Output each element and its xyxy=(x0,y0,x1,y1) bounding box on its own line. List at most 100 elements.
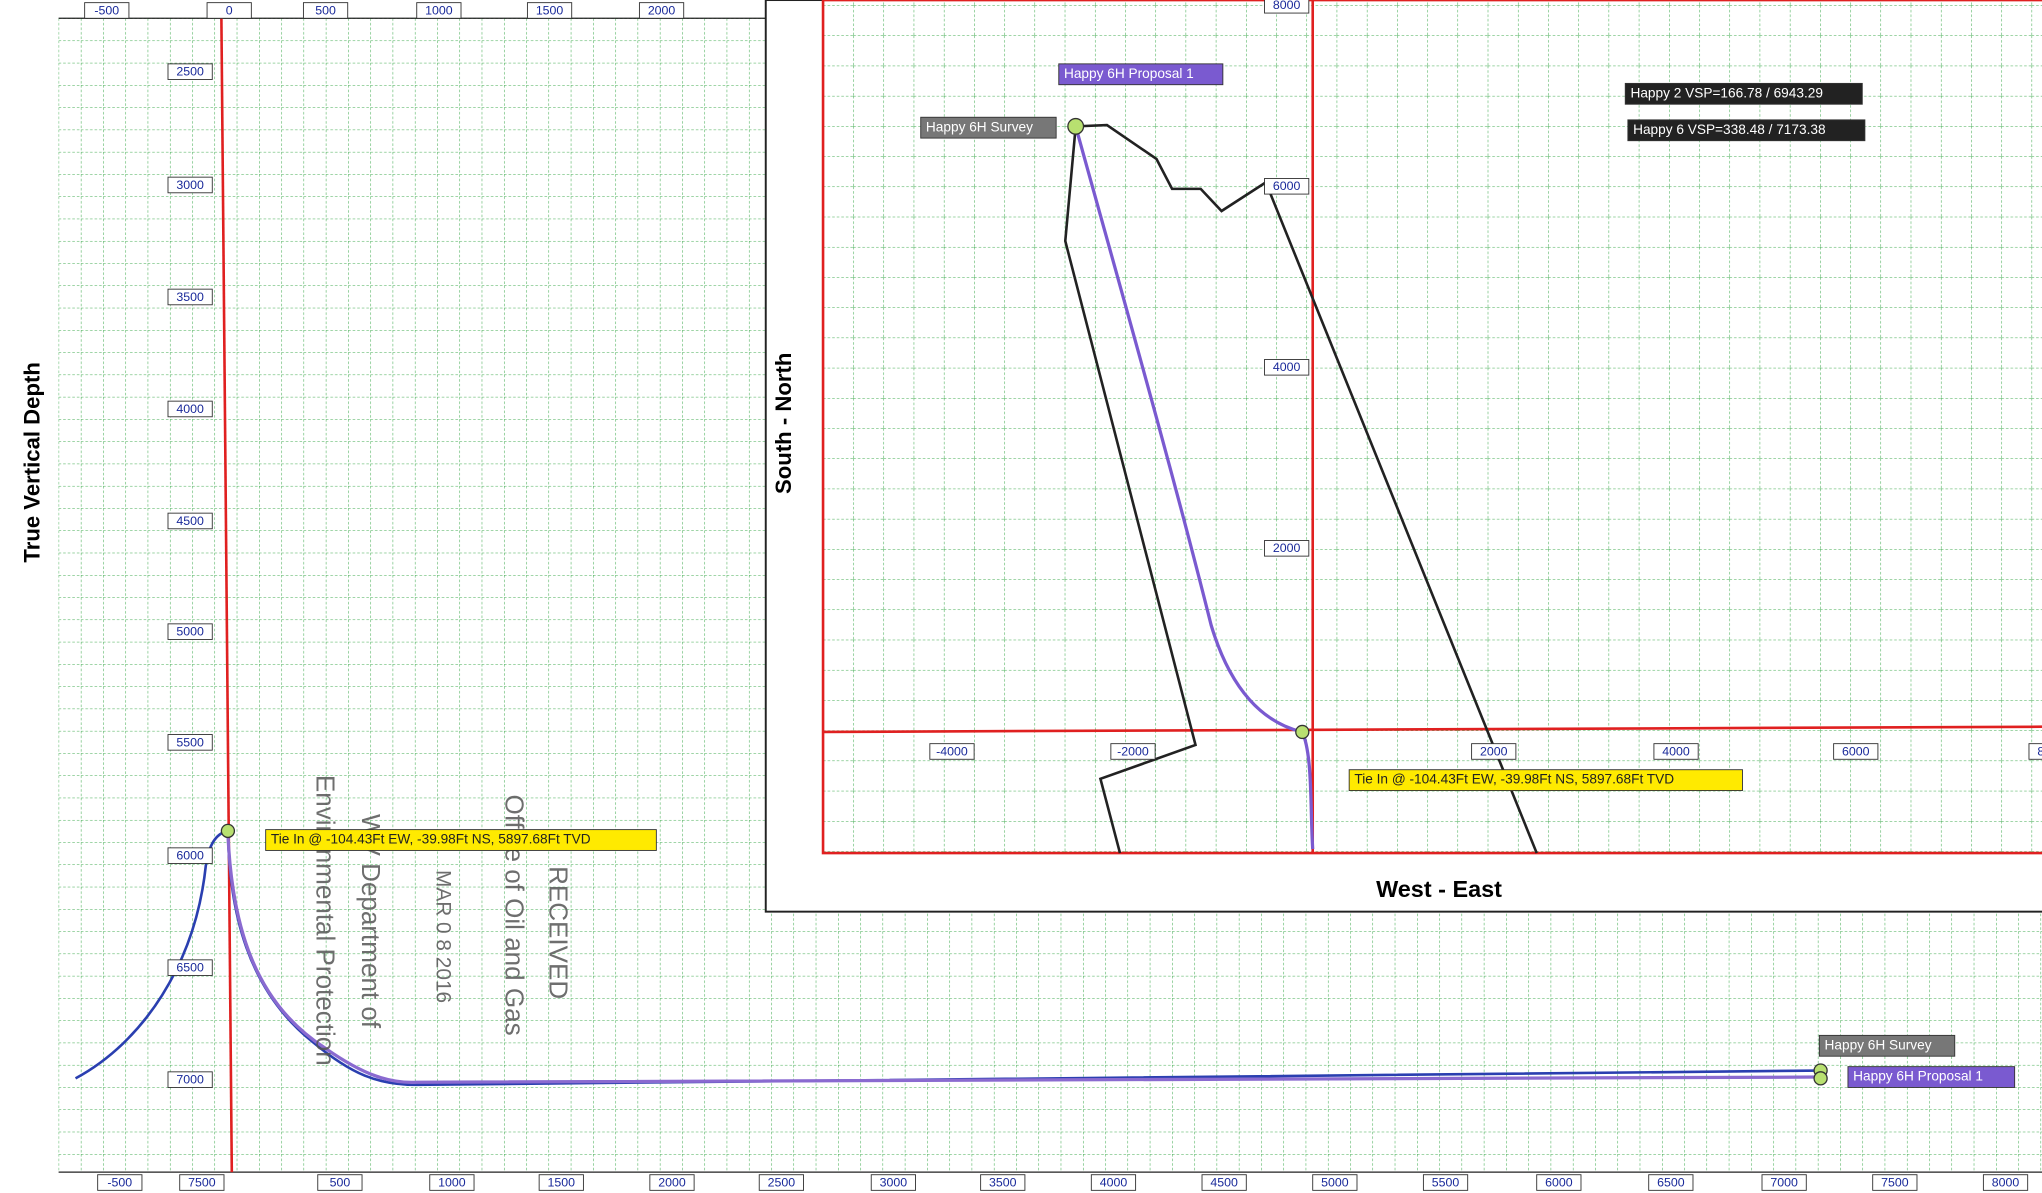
tick-label: 6000 xyxy=(1545,1175,1573,1189)
left-zero-line xyxy=(220,18,234,1173)
tick-label: 6000 xyxy=(1842,744,1870,758)
tick-label: 6500 xyxy=(176,961,204,975)
annotation: Tie In @ -104.43Ft EW, -39.98Ft NS, 5897… xyxy=(271,832,591,847)
annotation-box xyxy=(265,829,657,851)
tick-label: 2500 xyxy=(768,1175,796,1189)
tick-label: 6000 xyxy=(176,849,204,863)
tick-box xyxy=(1982,1174,2029,1191)
tick-label: 8000 xyxy=(2037,744,2042,758)
annotation-box xyxy=(1348,769,1743,791)
annotation: Happy 6 VSP=338.48 / 7173.38 xyxy=(1633,122,1825,137)
lease-line xyxy=(1075,123,1538,854)
surface-point xyxy=(1067,117,1085,135)
annotation: Tie In @ -104.43Ft EW, -39.98Ft NS, 5897… xyxy=(1354,772,1674,787)
tie-in-point xyxy=(220,823,236,839)
tick-box xyxy=(1536,1174,1582,1191)
tick-label: 1000 xyxy=(438,1175,466,1189)
tick-label: 4000 xyxy=(1662,744,1690,758)
tick-box xyxy=(206,2,252,19)
tick-box xyxy=(1648,1174,1694,1191)
tick-label: 2000 xyxy=(648,3,676,17)
tick-label: 6500 xyxy=(1657,1175,1685,1189)
tick-box xyxy=(1264,178,1310,195)
tick-box xyxy=(1312,1174,1358,1191)
tick-label: -2000 xyxy=(1117,744,1149,758)
axis-label: South - North xyxy=(771,353,796,494)
tick-label: 4500 xyxy=(176,514,204,528)
tick-box xyxy=(538,1174,584,1191)
tick-box xyxy=(167,623,213,640)
tick-box xyxy=(167,512,213,530)
tick-label: 500 xyxy=(330,1175,351,1189)
tick-box xyxy=(167,176,213,194)
tick-label: 500 xyxy=(315,3,336,17)
tick-label: 8000 xyxy=(1273,0,1301,12)
tick-label: 7000 xyxy=(176,1073,204,1087)
tick-label: -4000 xyxy=(936,744,968,758)
tick-box xyxy=(84,2,130,19)
axis-label: West - East xyxy=(1376,876,1502,902)
tick-box xyxy=(1653,743,1699,760)
tick-box xyxy=(649,1174,695,1191)
tick-box xyxy=(929,743,975,760)
tick-box xyxy=(1201,1174,1247,1191)
tick-box xyxy=(167,63,213,80)
tick-label: 3500 xyxy=(989,1175,1017,1189)
tick-box xyxy=(167,734,213,751)
tick-label: 7500 xyxy=(188,1175,216,1189)
tick-box xyxy=(526,2,573,19)
tick-label: 4000 xyxy=(176,402,204,416)
tick-label: 5000 xyxy=(1321,1175,1349,1189)
tick-label: 0 xyxy=(226,3,233,17)
tie-in-point xyxy=(1295,724,1310,740)
tick-box xyxy=(980,1174,1026,1191)
annotation-box xyxy=(1627,119,1866,142)
annotation-box xyxy=(1624,82,1863,105)
tick-label: 2500 xyxy=(176,65,204,79)
lease-line xyxy=(1063,126,1198,854)
tick-box xyxy=(317,1174,363,1191)
tick-box xyxy=(1833,743,1879,760)
stamp-text: MAR 0 8 2016 xyxy=(431,870,454,1003)
axis-label: True Vertical Depth xyxy=(20,362,45,562)
tick-box xyxy=(1264,540,1310,557)
tick-label: 2000 xyxy=(1273,541,1301,555)
tick-label: 4000 xyxy=(1100,1175,1128,1189)
tick-label: 2000 xyxy=(658,1175,686,1189)
tick-label: 8000 xyxy=(1992,1175,2020,1189)
tick-box xyxy=(638,2,685,19)
tick-label: -500 xyxy=(94,3,119,17)
stamp-text: Environmental Protection xyxy=(310,775,340,1066)
tick-label: 7500 xyxy=(1881,1175,1909,1189)
tick-label: 1000 xyxy=(425,3,453,17)
annotation: Happy 6H Proposal 1 xyxy=(1853,1069,1983,1084)
tick-label: 3000 xyxy=(176,178,204,192)
annotation-box xyxy=(1058,63,1224,86)
tick-box xyxy=(167,400,213,418)
tick-box xyxy=(167,847,213,864)
tick-box xyxy=(302,2,349,19)
proposal-line xyxy=(226,833,1821,1085)
tick-label: 5000 xyxy=(176,625,204,639)
tick-label: 5500 xyxy=(1432,1175,1460,1189)
tick-label: -500 xyxy=(107,1175,132,1189)
tick-box xyxy=(1872,1174,1918,1191)
inset-grid xyxy=(821,0,2042,855)
tick-label: 3000 xyxy=(880,1175,908,1189)
tick-box xyxy=(1090,1174,1137,1191)
tick-label: 5500 xyxy=(176,735,204,749)
inset-zero-line xyxy=(823,725,2042,734)
tick-label: 2000 xyxy=(1480,744,1508,758)
tick-box xyxy=(167,1071,213,1088)
tick-label: 4500 xyxy=(1210,1175,1238,1189)
tick-label: 1500 xyxy=(548,1175,576,1189)
tick-box xyxy=(1422,1174,1469,1191)
tick-box xyxy=(97,1174,143,1191)
tick-label: 6000 xyxy=(1273,179,1301,193)
tick-box xyxy=(416,2,462,19)
tick-box xyxy=(870,1174,916,1191)
tick-box xyxy=(1761,1174,1807,1191)
end-point xyxy=(1813,1071,1828,1086)
